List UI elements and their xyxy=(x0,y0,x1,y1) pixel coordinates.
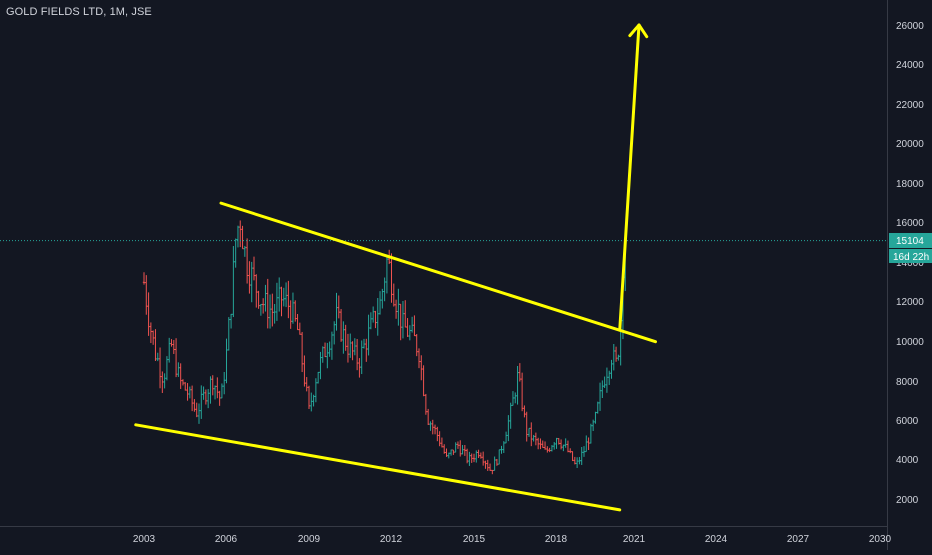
arrow-head xyxy=(628,23,649,39)
time-tick: 2024 xyxy=(705,534,728,545)
projection-arrow[interactable] xyxy=(618,23,641,332)
price-tick: 22000 xyxy=(896,100,924,111)
price-tick: 6000 xyxy=(896,416,919,427)
price-tick: 12000 xyxy=(896,297,924,308)
price-tick: 24000 xyxy=(896,60,924,71)
price-tick: 8000 xyxy=(896,377,919,388)
time-tick: 2012 xyxy=(380,534,403,545)
price-tick: 20000 xyxy=(896,139,924,150)
time-tick: 2006 xyxy=(215,534,238,545)
symbol-title[interactable]: GOLD FIELDS LTD, 1M, JSE xyxy=(6,6,152,18)
price-tick: 16000 xyxy=(896,218,924,229)
price-tick: 10000 xyxy=(896,337,924,348)
price-tick: 26000 xyxy=(896,21,924,32)
trendline[interactable] xyxy=(134,423,622,512)
candles-group xyxy=(142,220,627,475)
last-price-tag xyxy=(889,233,932,248)
drawings-group[interactable] xyxy=(134,23,657,512)
price-tick: 4000 xyxy=(896,455,919,466)
price-tick: 2000 xyxy=(896,495,919,506)
price-tick: 18000 xyxy=(896,179,924,190)
trendline[interactable] xyxy=(219,201,657,344)
time-tick: 2021 xyxy=(623,534,646,545)
time-tick: 2030 xyxy=(869,534,892,545)
last-price-value: 15104 xyxy=(896,236,924,247)
time-axis[interactable]: 2003 2006 2009 2012 2015 2018 2021 2024 … xyxy=(133,534,892,545)
countdown-tag xyxy=(889,249,932,263)
price-tick: 14000 xyxy=(896,258,924,269)
time-tick: 2018 xyxy=(545,534,568,545)
time-tick: 2003 xyxy=(133,534,156,545)
time-tick: 2027 xyxy=(787,534,810,545)
countdown-value: 16d 22h xyxy=(893,252,929,263)
time-tick: 2015 xyxy=(463,534,486,545)
time-tick: 2009 xyxy=(298,534,321,545)
price-axis[interactable]: 2000 4000 6000 8000 10000 12000 14000 16… xyxy=(896,21,924,506)
